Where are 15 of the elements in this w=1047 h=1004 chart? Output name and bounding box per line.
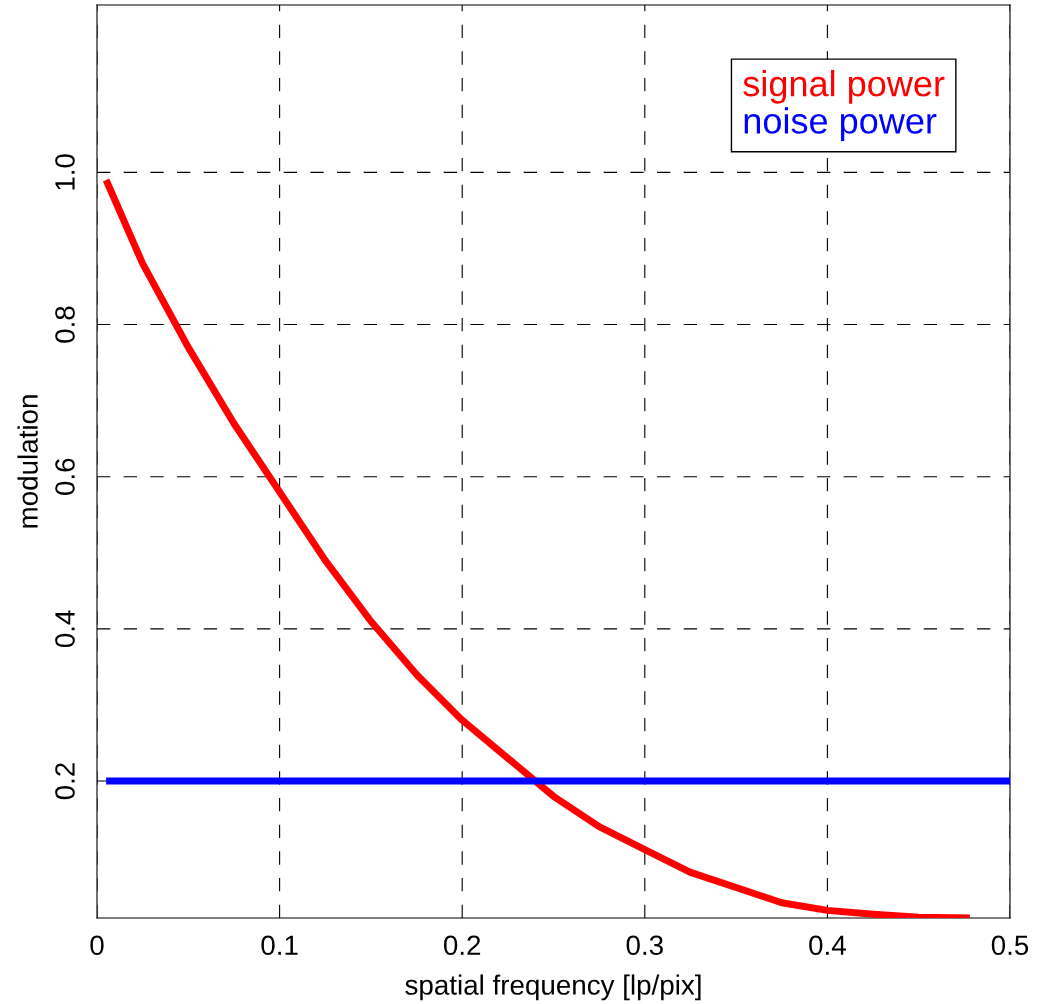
y-tick-label: 0.4 (55, 610, 75, 648)
text: signal power (743, 70, 945, 104)
x-tick-label: 0.4 (809, 935, 846, 956)
y-tick-label: 0.6 (55, 458, 75, 495)
x-tick-label: 0 (90, 935, 104, 956)
y-tick-label: 1.0 (55, 154, 75, 190)
text: noise power (744, 107, 937, 141)
x-tick-label: 0.5 (991, 935, 1029, 956)
y-tick-label: 0.8 (55, 306, 75, 343)
x-axis-title: spatial frequency [lp/pix] (405, 974, 701, 1001)
y-axis-title: modulation (17, 395, 38, 528)
x-tick-label: 0.2 (443, 935, 481, 956)
x-tick-label: 0.3 (626, 935, 663, 956)
y-tick-label: 0.2 (55, 763, 75, 800)
x-tick-label: 0.1 (261, 935, 298, 956)
